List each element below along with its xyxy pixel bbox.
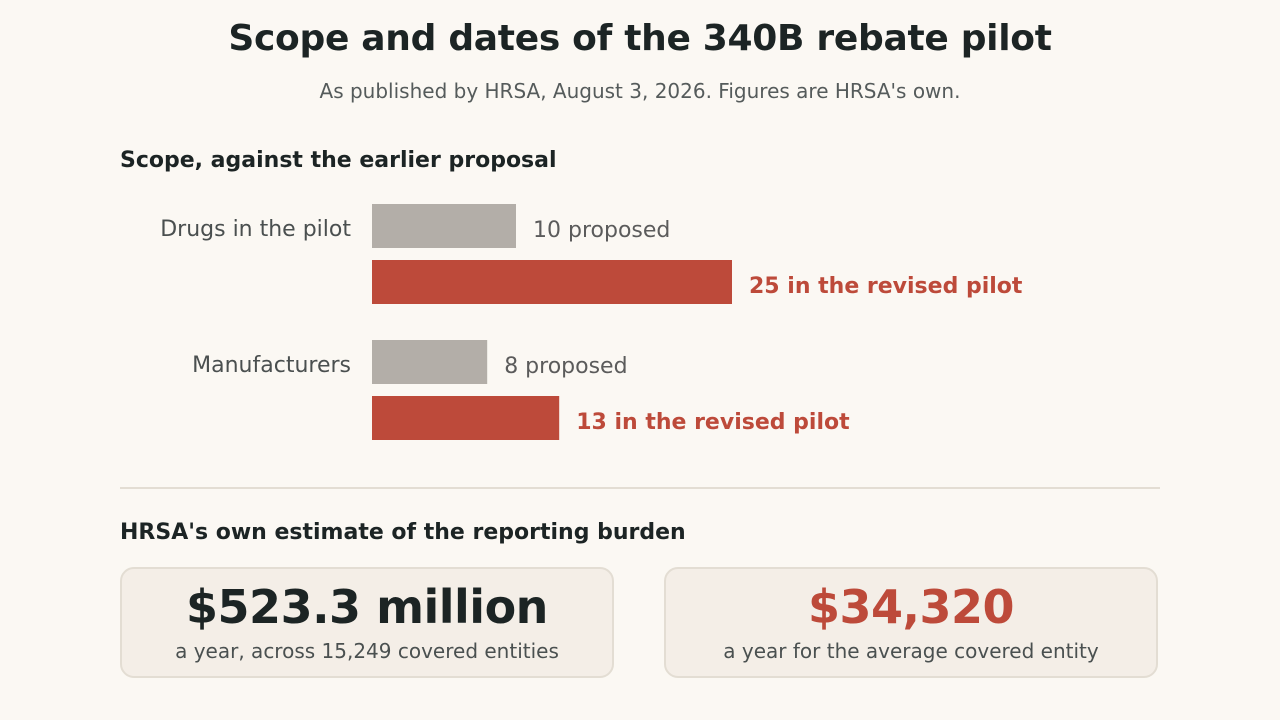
- revised-bar: [372, 260, 732, 304]
- revised-value-label: 25 in the revised pilot: [749, 274, 1023, 299]
- proposed-value-label: 10 proposed: [533, 218, 670, 243]
- scope-bar-chart: Drugs in the pilot 10 proposed 25 in the r…: [160, 204, 1023, 440]
- burden-section-title: HRSA's own estimate of the reporting bur…: [120, 520, 686, 545]
- page-title: Scope and dates of the 340B rebate pilot: [228, 18, 1052, 59]
- proposed-bar: [372, 204, 516, 248]
- section-divider: [120, 487, 1160, 489]
- average-burden-caption: a year for the average covered entity: [723, 639, 1099, 663]
- revised-bar: [372, 396, 560, 440]
- proposed-value-label: 8 proposed: [504, 354, 627, 379]
- total-burden-card: $523.3 million a year, across 15,249 cov…: [120, 567, 614, 678]
- category-label: Drugs in the pilot: [160, 217, 351, 242]
- page-subtitle: As published by HRSA, August 3, 2026. Fi…: [319, 79, 961, 103]
- proposed-bar: [372, 340, 488, 384]
- average-burden-card: $34,320 a year for the average covered e…: [664, 567, 1158, 678]
- total-burden-value: $523.3 million: [186, 580, 548, 634]
- average-burden-value: $34,320: [807, 580, 1015, 634]
- revised-value-label: 13 in the revised pilot: [576, 410, 850, 435]
- total-burden-caption: a year, across 15,249 covered entities: [175, 639, 559, 663]
- category-label: Manufacturers: [192, 353, 351, 378]
- scope-section-title: Scope, against the earlier proposal: [120, 148, 557, 173]
